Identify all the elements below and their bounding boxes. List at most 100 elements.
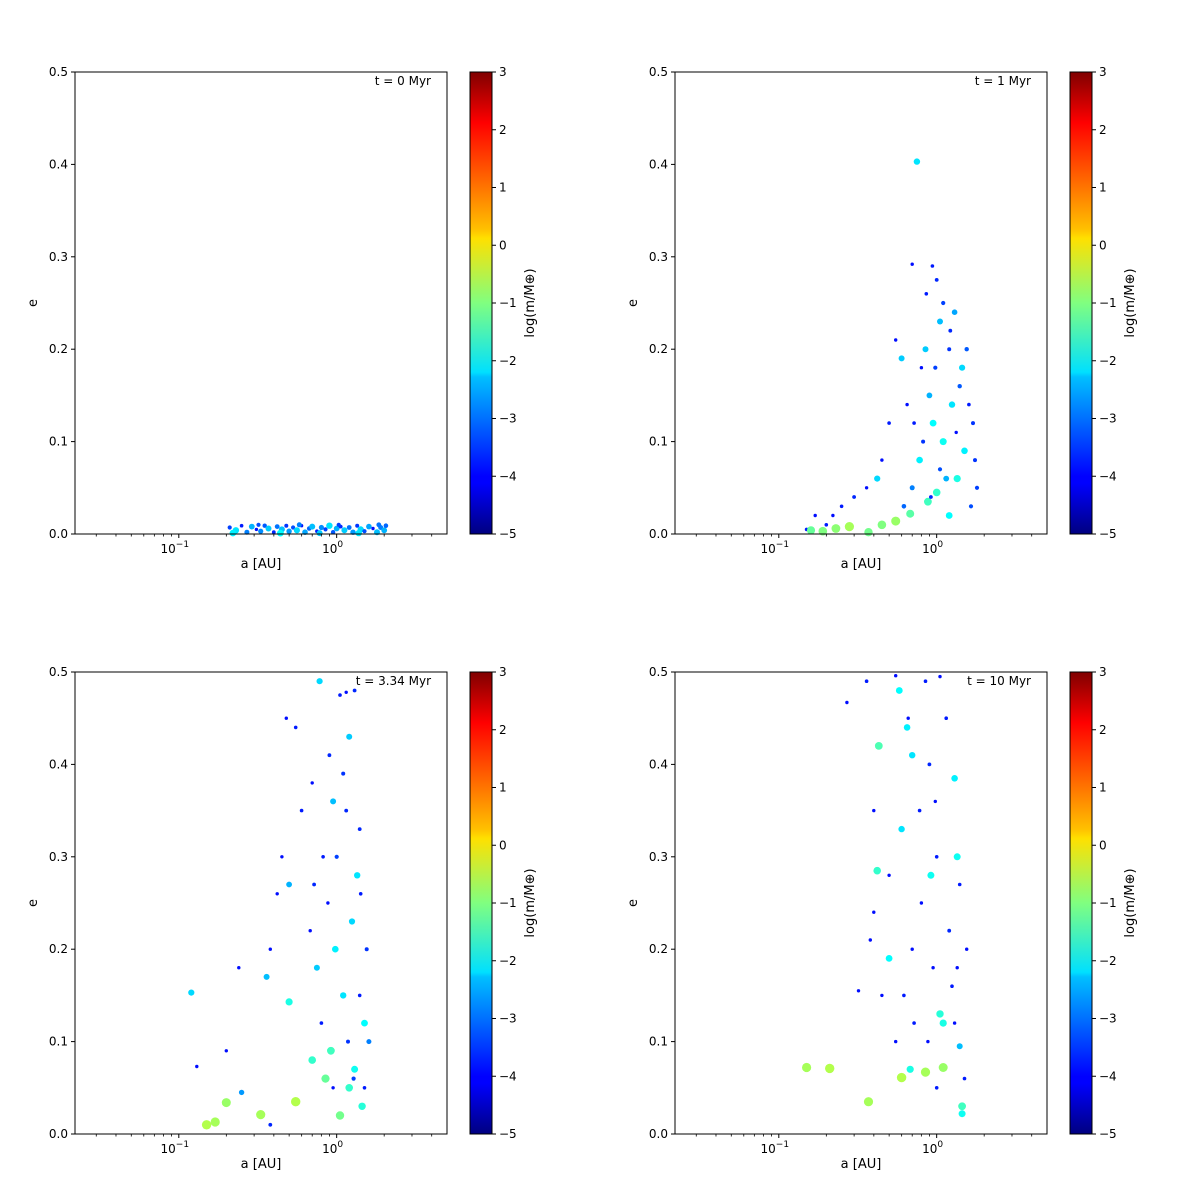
data-point	[366, 523, 372, 530]
data-point	[910, 947, 914, 951]
data-point	[910, 262, 914, 266]
y-tick-label: 0.5	[649, 665, 668, 679]
data-point	[864, 486, 869, 490]
colorbar-ticks: −5 −4 −3 −2 −1 0 1 2 3	[1092, 65, 1117, 541]
data-point	[813, 513, 817, 518]
colorbar-tick-label: 3	[1099, 65, 1107, 79]
data-point	[939, 1019, 947, 1027]
colorbar-ticks: −5 −4 −3 −2 −1 0 1 2 3	[492, 65, 517, 541]
data-point	[923, 679, 928, 683]
y-tick-label: 0.1	[49, 1035, 68, 1049]
data-point	[330, 798, 337, 805]
data-point	[864, 679, 869, 683]
data-point	[321, 1074, 330, 1083]
data-point	[244, 529, 250, 535]
data-point	[947, 928, 952, 933]
data-point	[877, 520, 887, 530]
data-point	[953, 853, 961, 861]
colorbar-tick-label: −4	[499, 1069, 517, 1083]
data-point	[358, 1102, 366, 1111]
data-point	[852, 495, 856, 499]
colorbar-tick-label: 0	[499, 238, 507, 252]
data-point	[277, 529, 284, 537]
data-point	[361, 1019, 368, 1027]
data-point	[326, 522, 333, 529]
colorbar-tick-label: −4	[1099, 469, 1117, 483]
data-point	[916, 456, 923, 464]
data-point	[308, 929, 312, 933]
data-point	[362, 529, 367, 534]
colorbar-tick-label: 2	[499, 123, 507, 137]
colorbar-tick-label: 2	[1099, 723, 1107, 737]
data-point	[885, 955, 893, 962]
data-point	[921, 439, 926, 444]
data-point	[346, 1039, 350, 1044]
data-point	[271, 530, 276, 535]
data-point	[952, 1021, 957, 1025]
data-point	[868, 938, 872, 942]
data-point	[238, 1089, 245, 1096]
data-point	[943, 475, 950, 482]
data-point	[824, 523, 829, 527]
data-point	[818, 526, 828, 536]
data-point	[926, 1039, 930, 1044]
data-point	[293, 725, 298, 730]
data-point	[924, 497, 932, 506]
data-point	[371, 526, 375, 531]
data-point	[934, 1086, 939, 1090]
data-point	[248, 523, 255, 530]
data-point	[280, 855, 284, 859]
data-point	[313, 964, 320, 971]
colorbar-tick-label: 3	[1099, 665, 1107, 679]
data-point	[880, 993, 884, 998]
data-point	[309, 523, 316, 530]
panel-title: t = 1 Myr	[975, 74, 1031, 88]
data-point	[844, 522, 855, 532]
data-point	[958, 1110, 966, 1118]
data-point	[299, 808, 304, 813]
colorbar-tick-label: −5	[499, 527, 517, 541]
colorbar-tick-label: −2	[1099, 354, 1117, 368]
data-point	[874, 742, 883, 750]
colorbar-label: log(m/M⊕)	[523, 268, 538, 337]
data-point	[366, 1039, 372, 1045]
y-tick-label: 0.1	[649, 435, 668, 449]
data-point	[286, 528, 292, 534]
data-point	[905, 402, 909, 407]
data-point	[959, 364, 966, 371]
data-point	[948, 401, 956, 408]
data-point	[316, 678, 323, 685]
colorbar: −5 −4 −3 −2 −1 0 1 2 3 log(m/M⊕)	[1069, 665, 1138, 1141]
colorbar-gradient	[1069, 71, 1093, 535]
y-tick-label: 0.3	[49, 250, 68, 264]
data-point	[362, 1086, 367, 1090]
data-point	[348, 918, 356, 925]
y-tick-label: 0.2	[649, 342, 668, 356]
y-axis-label: e	[26, 899, 41, 907]
colorbar-tick-label: −5	[499, 1127, 517, 1141]
colorbar-tick-label: −4	[1099, 1069, 1117, 1083]
data-point	[872, 910, 876, 914]
data-point	[873, 866, 881, 875]
data-point	[254, 527, 259, 532]
x-axis-ticks: 10−1 100	[95, 1134, 433, 1156]
y-tick-label: 0.0	[49, 527, 68, 541]
data-point	[947, 347, 952, 352]
data-point	[341, 771, 346, 776]
y-tick-label: 0.3	[649, 850, 668, 864]
data-point	[335, 1111, 345, 1120]
colorbar: −5 −4 −3 −2 −1 0 1 2 3 log(m/M⊕)	[469, 665, 538, 1141]
data-point	[256, 1110, 266, 1120]
data-point	[330, 530, 336, 535]
data-point	[345, 1084, 354, 1092]
data-point	[894, 674, 898, 678]
data-point	[864, 528, 873, 537]
data-point	[895, 687, 903, 694]
data-point	[352, 688, 357, 693]
colorbar-tick-label: −1	[1099, 896, 1117, 910]
colorbar-ticks: −5 −4 −3 −2 −1 0 1 2 3	[492, 665, 517, 1141]
data-point	[221, 1098, 231, 1108]
data-point	[284, 716, 288, 720]
data-point	[906, 1065, 914, 1073]
plot-area	[675, 672, 1047, 1134]
